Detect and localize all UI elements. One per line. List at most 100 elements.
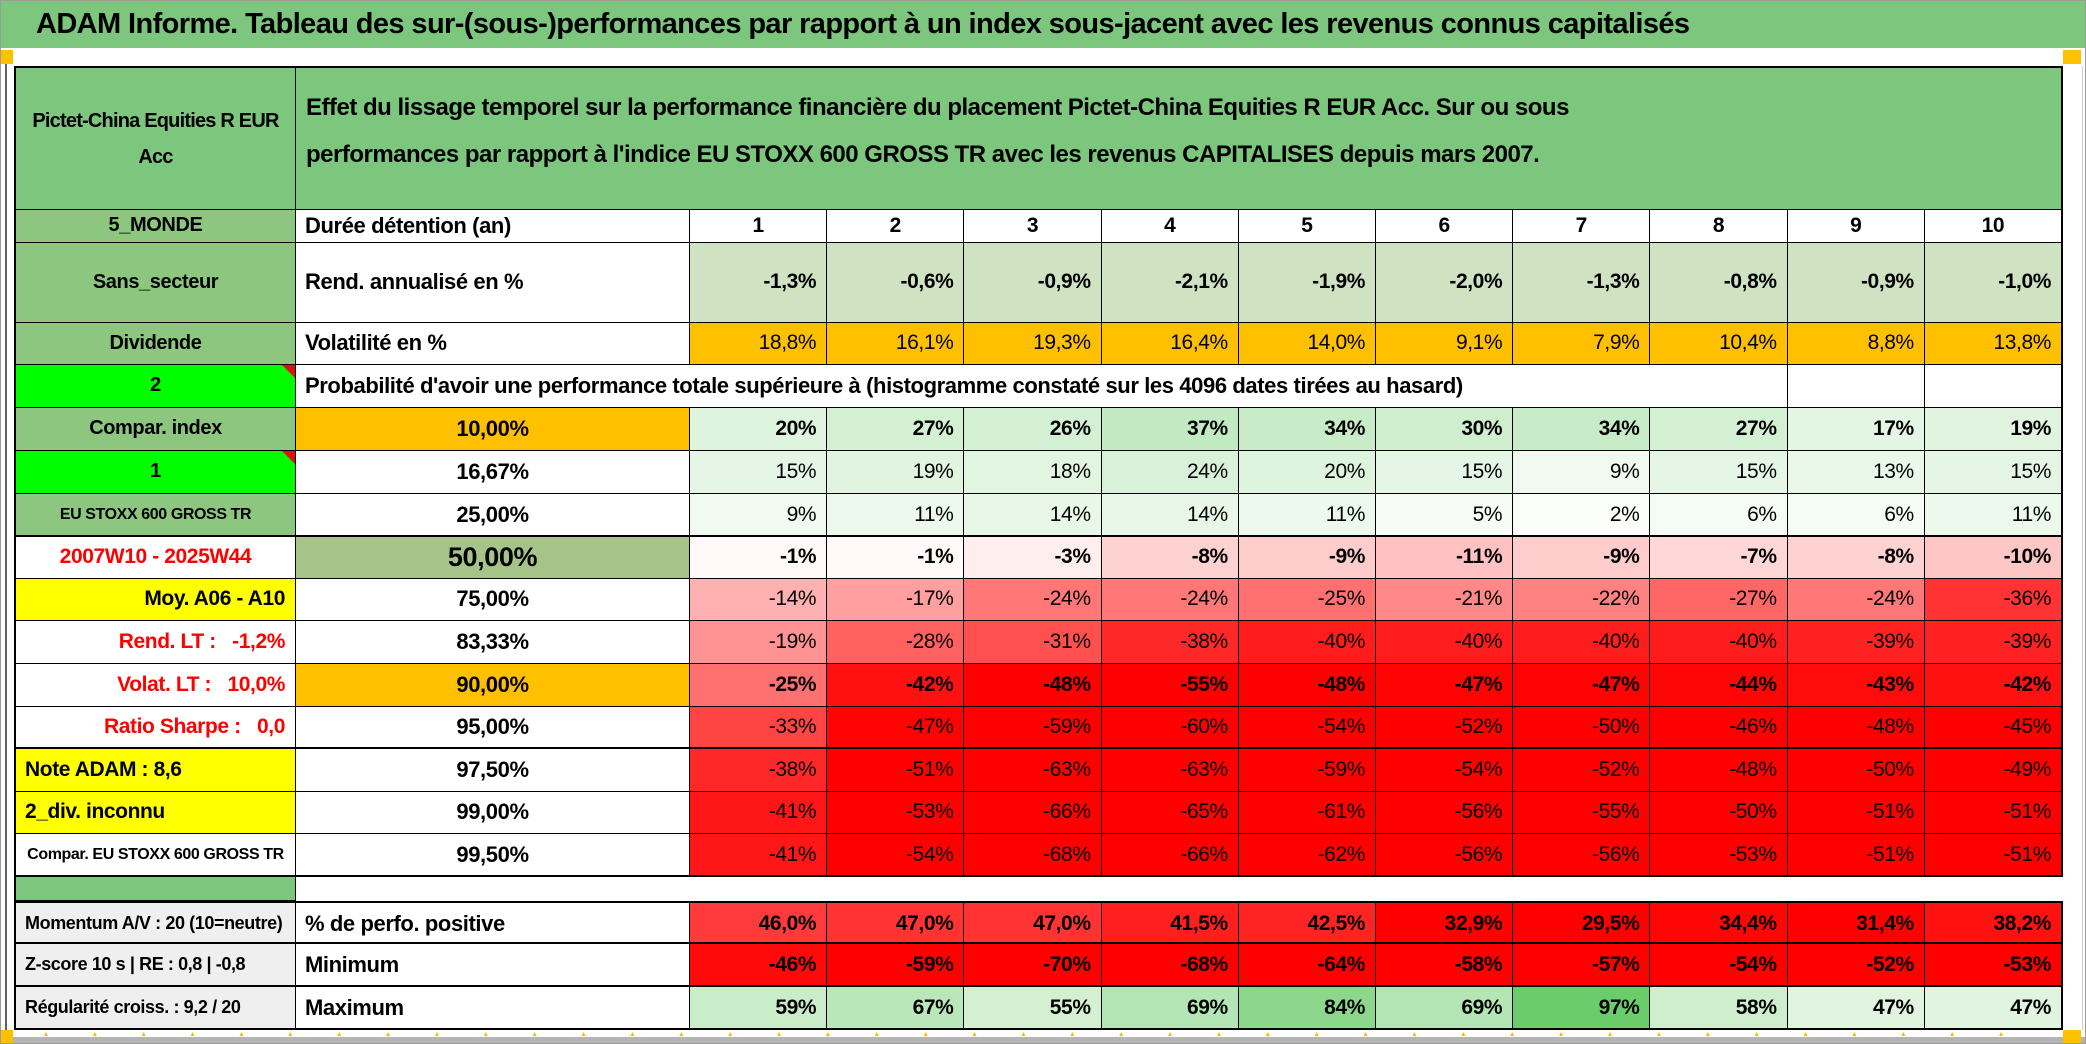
value-cell[interactable]: 10,4% (1650, 323, 1788, 365)
value-cell[interactable]: 9 (1787, 210, 1925, 243)
value-cell[interactable]: 9% (690, 494, 828, 537)
stat-label-cell[interactable]: Volatilité en % (296, 323, 690, 365)
value-cell[interactable]: -65% (1101, 792, 1239, 834)
value-cell[interactable]: 97% (1513, 987, 1651, 1030)
value-cell[interactable]: -64% (1238, 944, 1377, 987)
value-cell[interactable]: 18,8% (690, 323, 828, 365)
value-cell[interactable]: 5 (1238, 210, 1377, 243)
header-description-cell[interactable]: Effet du lissage temporel sur la perform… (296, 66, 2063, 210)
value-cell[interactable]: -53% (1924, 944, 2064, 987)
stat-label-cell[interactable]: 75,00% (296, 579, 690, 621)
value-cell[interactable]: 19% (1924, 408, 2064, 451)
value-cell[interactable]: 30% (1376, 408, 1514, 451)
value-cell[interactable]: 11% (1238, 494, 1377, 537)
row-label-cell[interactable]: 2 (14, 365, 296, 408)
value-cell[interactable]: 15% (1650, 451, 1788, 494)
value-cell[interactable]: 16,4% (1101, 323, 1239, 365)
stat-label-cell[interactable]: Maximum (296, 987, 690, 1030)
stat-label-cell[interactable]: Rend. annualisé en % (296, 243, 690, 323)
value-cell[interactable]: -7% (1650, 537, 1788, 579)
value-cell[interactable]: -21% (1376, 579, 1514, 621)
row-label-cell[interactable]: Z-score 10 s | RE : 0,8 | -0,8 (14, 944, 296, 987)
value-cell[interactable]: 1 (690, 210, 828, 243)
value-cell[interactable]: -70% (964, 944, 1102, 987)
value-cell[interactable]: 15% (1376, 451, 1514, 494)
value-cell[interactable]: -9% (1513, 537, 1651, 579)
value-cell[interactable]: -51% (1924, 834, 2064, 877)
row-label-cell[interactable]: Régularité croiss. : 9,2 / 20 (14, 987, 296, 1030)
value-cell[interactable]: 34% (1238, 408, 1377, 451)
value-cell[interactable]: 19,3% (964, 323, 1102, 365)
stat-label-cell[interactable]: Durée détention (an) (296, 210, 690, 243)
value-cell[interactable]: -66% (964, 792, 1102, 834)
value-cell[interactable]: -56% (1513, 834, 1651, 877)
value-cell[interactable]: -1% (827, 537, 965, 579)
value-cell[interactable]: -44% (1650, 664, 1788, 707)
value-cell[interactable]: -50% (1513, 707, 1651, 749)
value-cell[interactable]: 47,0% (964, 901, 1102, 944)
value-cell[interactable]: 18% (964, 451, 1102, 494)
value-cell[interactable]: 47,0% (827, 901, 965, 944)
value-cell[interactable]: -42% (827, 664, 965, 707)
value-cell[interactable]: 42,5% (1238, 901, 1377, 944)
value-cell[interactable]: -27% (1650, 579, 1788, 621)
row-label-cell[interactable]: 1 (14, 451, 296, 494)
row-label-cell[interactable]: Compar. index (14, 408, 296, 451)
value-cell[interactable]: -33% (690, 707, 828, 749)
value-cell[interactable]: -0,9% (964, 243, 1102, 323)
value-cell[interactable]: -17% (827, 579, 965, 621)
value-cell[interactable]: -40% (1238, 621, 1377, 664)
value-cell[interactable]: 84% (1238, 987, 1377, 1030)
value-cell[interactable]: -48% (964, 664, 1102, 707)
value-cell[interactable]: 8,8% (1787, 323, 1925, 365)
row-label-cell[interactable]: 5_MONDE (14, 210, 296, 243)
value-cell[interactable]: -63% (1101, 749, 1239, 792)
value-cell[interactable]: -51% (827, 749, 965, 792)
value-cell[interactable]: -38% (690, 749, 828, 792)
fund-name-cell[interactable]: Pictet-China Equities R EUR Acc (14, 66, 296, 210)
value-cell[interactable]: -8% (1787, 537, 1925, 579)
row-label-cell[interactable]: EU STOXX 600 GROSS TR (14, 494, 296, 537)
value-cell[interactable]: -59% (964, 707, 1102, 749)
value-cell[interactable]: 6% (1787, 494, 1925, 537)
row-label-cell[interactable]: 2007W10 - 2025W44 (14, 537, 296, 579)
value-cell[interactable]: 26% (964, 408, 1102, 451)
stat-label-cell[interactable]: 50,00% (296, 537, 690, 579)
value-cell[interactable]: -49% (1924, 749, 2064, 792)
value-cell[interactable]: -54% (827, 834, 965, 877)
value-cell[interactable]: -48% (1238, 664, 1377, 707)
stat-label-cell[interactable]: 99,50% (296, 834, 690, 877)
stat-label-cell[interactable]: 83,33% (296, 621, 690, 664)
value-cell[interactable]: -54% (1376, 749, 1514, 792)
value-cell[interactable]: -40% (1513, 621, 1651, 664)
value-cell[interactable]: -48% (1787, 707, 1925, 749)
stat-label-cell[interactable]: 97,50% (296, 749, 690, 792)
value-cell[interactable]: -47% (827, 707, 965, 749)
value-cell[interactable] (1788, 365, 1926, 408)
value-cell[interactable]: -62% (1238, 834, 1377, 877)
value-cell[interactable]: -56% (1376, 834, 1514, 877)
value-cell[interactable]: 67% (827, 987, 965, 1030)
value-cell[interactable]: 47% (1924, 987, 2064, 1030)
stat-label-cell[interactable]: 90,00% (296, 664, 690, 707)
value-cell[interactable]: -14% (690, 579, 828, 621)
value-cell[interactable]: -53% (827, 792, 965, 834)
value-cell[interactable]: -48% (1650, 749, 1788, 792)
row-label-cell[interactable]: 2_div. inconnu (14, 792, 296, 834)
value-cell[interactable]: -9% (1238, 537, 1377, 579)
value-cell[interactable]: 2 (827, 210, 965, 243)
value-cell[interactable]: -53% (1650, 834, 1788, 877)
value-cell[interactable]: -1,3% (690, 243, 828, 323)
value-cell[interactable]: 47% (1787, 987, 1925, 1030)
value-cell[interactable]: -56% (1376, 792, 1514, 834)
value-cell[interactable]: -47% (1376, 664, 1514, 707)
value-cell[interactable]: -24% (1787, 579, 1925, 621)
value-cell[interactable]: -41% (690, 792, 828, 834)
value-cell[interactable]: -51% (1924, 792, 2064, 834)
value-cell[interactable]: -10% (1924, 537, 2064, 579)
value-cell[interactable]: -2,1% (1101, 243, 1239, 323)
value-cell[interactable]: -52% (1513, 749, 1651, 792)
value-cell[interactable]: -51% (1787, 792, 1925, 834)
value-cell[interactable]: 41,5% (1101, 901, 1239, 944)
value-cell[interactable]: -57% (1513, 944, 1651, 987)
